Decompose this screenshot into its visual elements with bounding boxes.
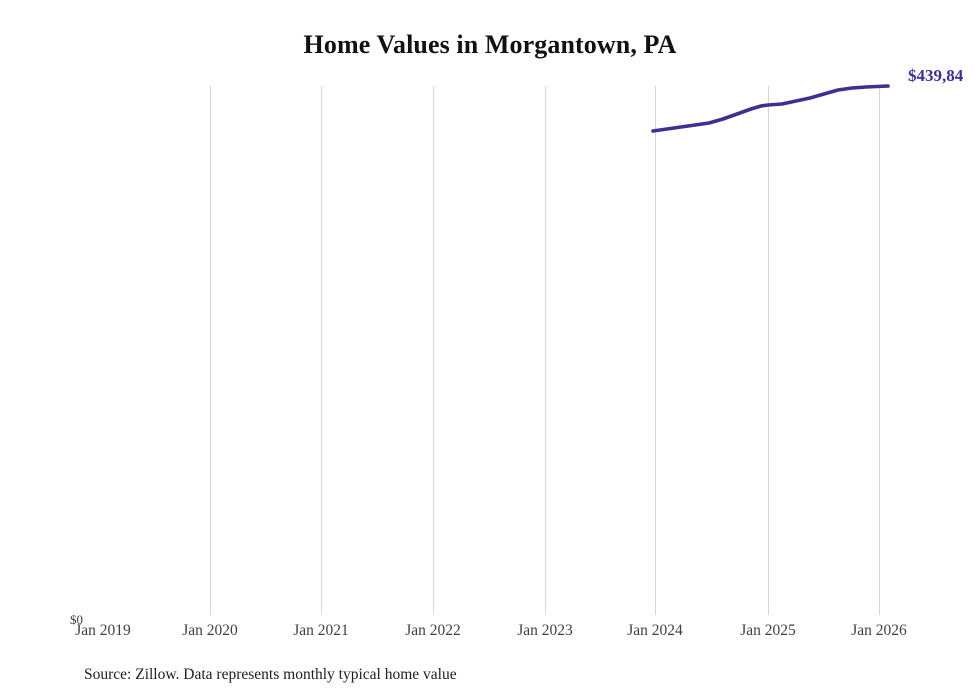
end-value-annotation: $439,84 [908, 66, 964, 85]
gridline-jan-2022 [433, 86, 434, 615]
x-tick-label: Jan 2021 [293, 622, 349, 639]
gridline-jan-2023 [545, 86, 546, 615]
source-footnote: Source: Zillow. Data represents monthly … [84, 666, 457, 683]
x-tick-label: Jan 2025 [740, 622, 796, 639]
gridline-jan-2025 [768, 86, 769, 615]
x-tick-label: Jan 2022 [405, 622, 461, 639]
x-tick-label: Jan 2026 [851, 622, 907, 639]
gridline-jan-2026 [879, 86, 880, 615]
x-tick-label: Jan 2023 [517, 622, 573, 639]
x-tick-label: Jan 2024 [627, 622, 683, 639]
x-tick-label: Jan 2020 [182, 622, 238, 639]
chart-title: Home Values in Morgantown, PA [303, 30, 677, 59]
y-tick-label: $0 [70, 612, 83, 627]
gridline-jan-2021 [321, 86, 322, 615]
x-tick-label: Jan 2019 [75, 622, 131, 639]
gridline-jan-2020 [210, 86, 211, 615]
gridline-jan-2024 [655, 86, 656, 615]
